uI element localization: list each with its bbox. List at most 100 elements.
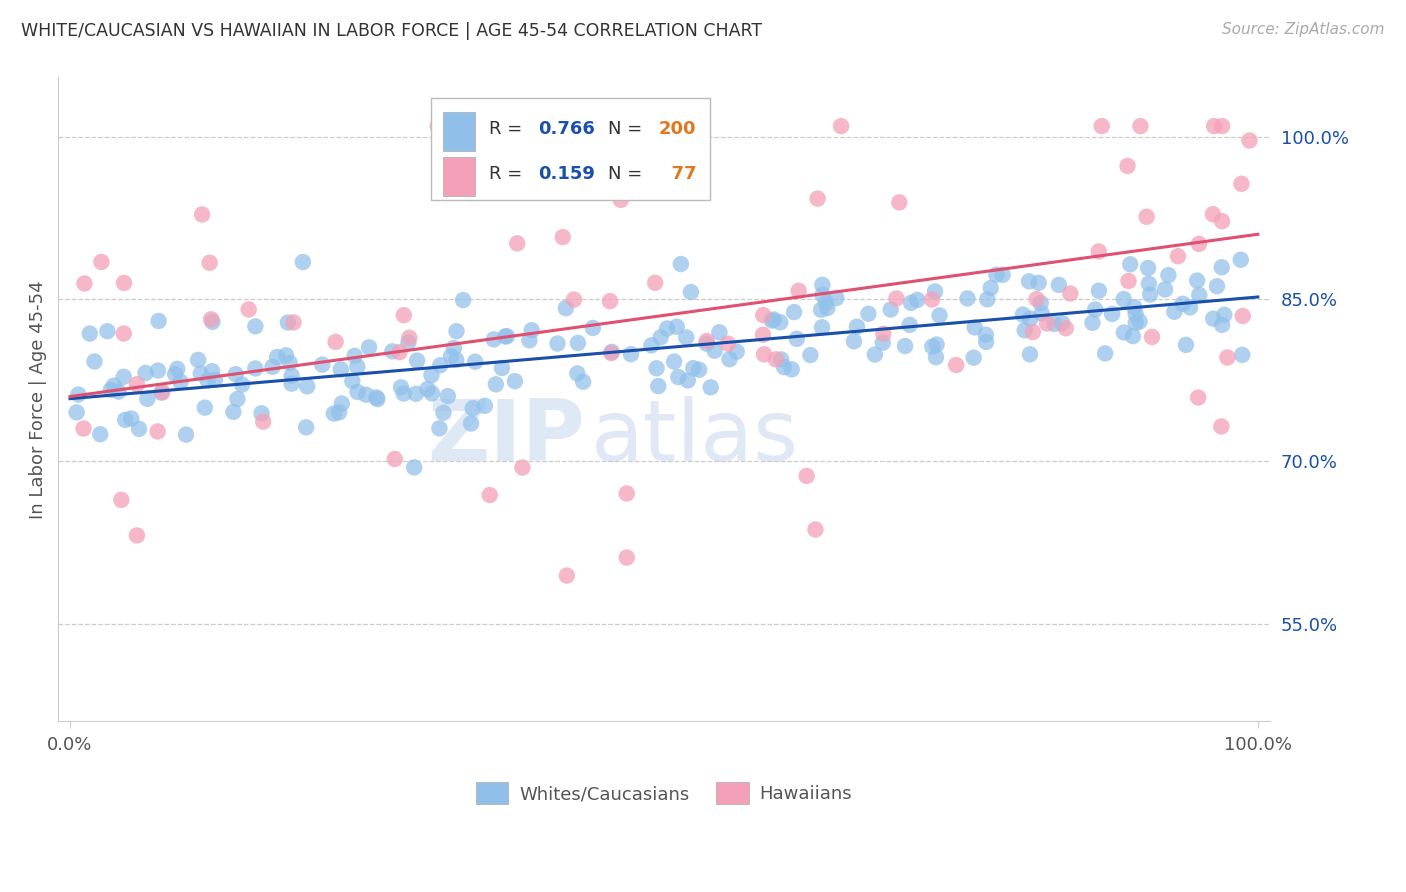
Point	[679, 285, 702, 299]
Point	[1136, 210, 1159, 224]
Point	[420, 386, 443, 401]
Point	[245, 361, 267, 376]
Point	[506, 236, 529, 251]
Point	[136, 392, 159, 406]
Point	[166, 361, 188, 376]
Point	[1031, 306, 1053, 320]
Point	[1029, 296, 1052, 310]
Point	[567, 335, 589, 350]
Point	[432, 406, 454, 420]
Point	[786, 332, 808, 346]
Point	[1012, 308, 1035, 322]
Point	[1036, 317, 1059, 331]
Point	[274, 348, 297, 362]
Point	[416, 382, 439, 396]
Point	[406, 353, 429, 368]
Point	[404, 460, 426, 475]
Point	[1213, 308, 1236, 322]
Point	[72, 421, 94, 435]
Point	[762, 312, 785, 326]
Point	[686, 143, 709, 157]
Point	[1122, 329, 1144, 343]
Point	[600, 345, 623, 359]
Point	[572, 375, 595, 389]
Point	[201, 315, 224, 329]
Point	[491, 361, 513, 376]
Point	[110, 492, 132, 507]
Point	[666, 370, 689, 384]
Point	[89, 427, 111, 442]
Point	[266, 350, 288, 364]
Point	[283, 315, 305, 329]
Point	[582, 321, 605, 335]
Point	[384, 452, 406, 467]
Point	[925, 350, 948, 364]
Point	[392, 386, 415, 401]
Point	[451, 293, 474, 307]
Point	[325, 334, 347, 349]
Point	[872, 326, 894, 341]
Point	[478, 488, 501, 502]
Point	[752, 308, 775, 322]
Point	[858, 307, 880, 321]
Point	[551, 230, 574, 244]
Point	[1091, 119, 1114, 133]
Y-axis label: In Labor Force | Age 45-54: In Labor Force | Age 45-54	[30, 280, 46, 518]
Point	[107, 384, 129, 399]
Point	[1216, 351, 1239, 365]
Point	[100, 383, 122, 397]
Point	[366, 392, 388, 406]
Point	[600, 346, 623, 360]
Bar	[443, 112, 475, 152]
Point	[328, 405, 350, 419]
Point	[1118, 274, 1140, 288]
Point	[461, 401, 484, 415]
Point	[96, 324, 118, 338]
Point	[900, 296, 922, 310]
Point	[187, 352, 209, 367]
Point	[986, 268, 1008, 282]
Point	[1101, 307, 1123, 321]
Point	[717, 336, 740, 351]
Point	[505, 119, 527, 133]
Point	[1112, 292, 1135, 306]
Text: ZIP: ZIP	[427, 396, 585, 479]
Point	[396, 335, 419, 350]
Point	[405, 386, 427, 401]
Point	[1229, 252, 1251, 267]
Point	[1112, 326, 1135, 340]
Point	[135, 366, 157, 380]
Text: R =: R =	[489, 120, 529, 138]
Legend: Whites/Caucasians, Hawaiians: Whites/Caucasians, Hawaiians	[468, 775, 859, 812]
Point	[886, 292, 908, 306]
Point	[676, 373, 699, 387]
Point	[898, 318, 921, 332]
Point	[204, 373, 226, 387]
Point	[359, 340, 381, 354]
Point	[128, 422, 150, 436]
Point	[330, 396, 353, 410]
Point	[1043, 317, 1066, 331]
Point	[1019, 311, 1042, 326]
Point	[1239, 133, 1261, 147]
Point	[1232, 309, 1254, 323]
Point	[811, 287, 834, 301]
Point	[703, 343, 725, 358]
Point	[599, 294, 621, 309]
Point	[894, 339, 917, 353]
Point	[681, 148, 703, 162]
Point	[1188, 236, 1211, 251]
Point	[562, 293, 585, 307]
Point	[765, 352, 787, 367]
Point	[644, 276, 666, 290]
Point	[482, 333, 505, 347]
Point	[783, 305, 806, 319]
Point	[1129, 119, 1152, 133]
Point	[1084, 302, 1107, 317]
Point	[810, 302, 832, 317]
Text: WHITE/CAUCASIAN VS HAWAIIAN IN LABOR FORCE | AGE 45-54 CORRELATION CHART: WHITE/CAUCASIAN VS HAWAIIAN IN LABOR FOR…	[21, 22, 762, 40]
Point	[773, 360, 796, 375]
Point	[846, 319, 869, 334]
Point	[200, 312, 222, 326]
Point	[460, 417, 482, 431]
